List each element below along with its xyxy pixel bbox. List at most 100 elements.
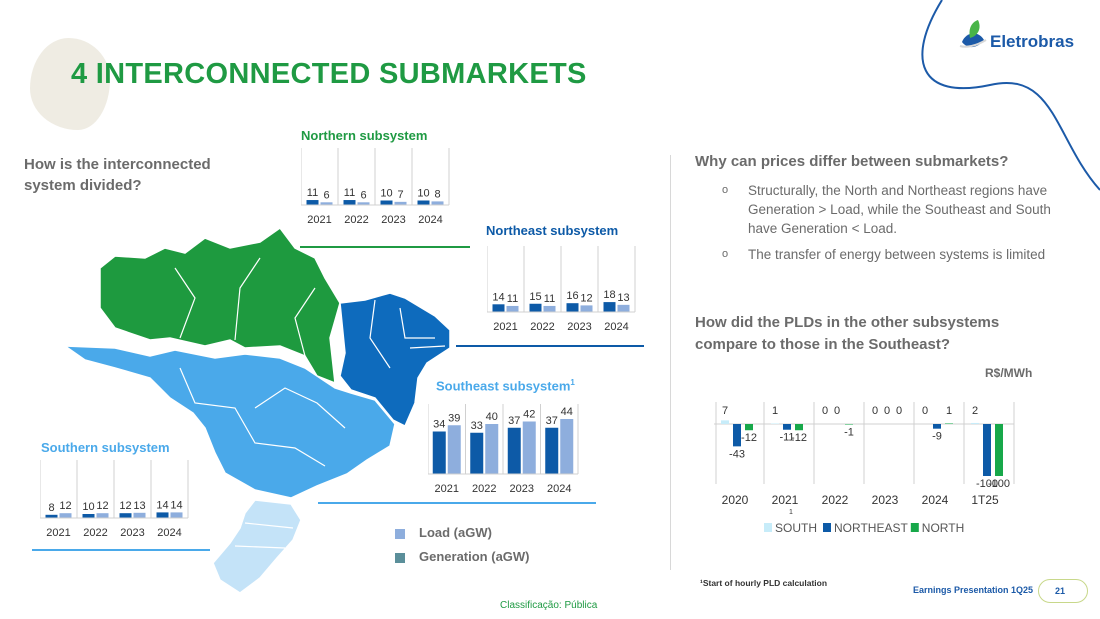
year-tick-label: 2022: [530, 321, 554, 333]
pld-value-label: -12: [791, 432, 807, 444]
legend-generation: Generation (aGW): [395, 549, 530, 564]
generation-bar: [306, 200, 319, 205]
year-tick-label: 2021: [772, 493, 799, 507]
pld-value-label: 0: [872, 405, 878, 417]
load-bar: [485, 424, 499, 474]
pld-value-label: 1: [946, 405, 952, 417]
load-bar: [59, 513, 72, 518]
footer-title: Earnings Presentation 1Q25: [913, 585, 1034, 595]
south-connector-line: [32, 549, 210, 551]
year-tick-label: 2022: [83, 527, 107, 539]
southeast-subsystem-title-text: Southeast subsystem: [436, 378, 571, 394]
map-region-southeast: [62, 345, 396, 499]
year-tick-label: 2023: [567, 321, 591, 333]
year-tick-label: 2020: [722, 493, 749, 507]
page-title: 4 INTERCONNECTED SUBMARKETS: [71, 58, 587, 90]
load-value-label: 44: [561, 406, 573, 418]
year-tick-label: 2022: [344, 214, 368, 226]
northern-subsystem-title: Northern subsystem: [301, 128, 428, 143]
pld-value-label: -100: [976, 478, 998, 490]
brazil-map: [62, 228, 451, 594]
load-bar: [560, 419, 574, 474]
generation-value-label: 14: [156, 499, 168, 511]
map-region-northeast: [339, 292, 451, 428]
legend-generation-swatch: [395, 552, 405, 563]
year-tick-label: 2023: [381, 214, 405, 226]
generation-bar: [45, 514, 58, 518]
generation-bar: [470, 432, 484, 474]
generation-bar: [343, 200, 356, 205]
load-value-label: 12: [580, 292, 592, 304]
legend-load-swatch: [395, 528, 405, 539]
load-value-label: 40: [486, 411, 498, 423]
load-value-label: 13: [133, 500, 145, 512]
footnote: ¹Start of hourly PLD calculation: [700, 578, 828, 588]
load-value-label: 12: [96, 500, 108, 512]
bullet-list: o Structurally, the North and Northeast r…: [720, 181, 1060, 271]
southeast-subsystem-title: Southeast subsystem1: [436, 378, 575, 393]
load-bar: [431, 201, 444, 205]
bullet-mark: o: [722, 184, 729, 196]
bullet-text: The transfer of energy between systems i…: [748, 247, 1046, 262]
page-number: 21: [1055, 586, 1066, 596]
year-tick-label: 2022: [822, 493, 849, 507]
generation-bar: [545, 427, 559, 474]
load-bar: [617, 304, 630, 312]
legend-load: Load (aGW): [395, 525, 492, 540]
load-bar: [320, 202, 333, 205]
load-value-label: 6: [323, 189, 329, 201]
generation-value-label: 8: [48, 502, 54, 514]
load-bar: [447, 425, 461, 474]
pld-value-label: 2: [972, 405, 978, 417]
year-tick-label: 2023: [872, 493, 899, 507]
year-tick-label: 2021: [435, 483, 459, 495]
pld-bar-south: [771, 423, 779, 424]
vertical-divider: [670, 155, 671, 570]
year-tick-label: 2024: [547, 483, 571, 495]
generation-value-label: 12: [119, 500, 131, 512]
legend-swatch-northeast: [823, 523, 831, 532]
generation-value-label: 10: [82, 501, 94, 513]
load-value-label: 12: [59, 500, 71, 512]
year-tick-label: 2024: [604, 321, 628, 333]
page-badge: [1038, 579, 1088, 603]
load-value-label: 11: [544, 293, 555, 305]
generation-value-label: 37: [508, 415, 520, 427]
pld-bar-south: [971, 422, 979, 424]
load-bar: [357, 202, 370, 205]
load-bar: [522, 421, 536, 474]
load-bar: [133, 512, 146, 518]
load-bar: [506, 305, 519, 312]
legend-generation-label: Generation (aGW): [419, 549, 530, 564]
decorative-blob: [30, 38, 110, 130]
list-item: o Structurally, the North and Northeast r…: [720, 181, 1060, 238]
pld-bar-northeast: [733, 424, 741, 447]
pld-bar-north: [745, 424, 753, 431]
year-tick-label: 2024: [418, 214, 442, 226]
load-bar: [170, 512, 183, 518]
load-bar: [543, 305, 556, 312]
bullet-text: Structurally, the North and Northeast re…: [748, 183, 1051, 236]
load-value-label: 14: [170, 499, 182, 511]
list-item: o The transfer of energy between systems …: [720, 245, 1060, 264]
map-region-north: [99, 228, 341, 385]
year-tick-label: 2023: [120, 527, 144, 539]
bullet-mark: o: [722, 248, 729, 260]
load-value-label: 11: [507, 293, 518, 305]
pld-value-label: 0: [834, 405, 840, 417]
generation-value-label: 33: [471, 420, 483, 432]
pld-bar-north: [945, 423, 953, 424]
pld-value-label: -12: [741, 432, 757, 444]
generation-bar: [529, 303, 542, 312]
generation-value-label: 34: [433, 419, 445, 431]
load-value-label: 7: [397, 189, 403, 201]
pld-bar-north: [795, 424, 803, 431]
pld-value-label: 0: [922, 405, 928, 417]
pld-bar-north: [995, 424, 1003, 476]
load-value-label: 42: [523, 409, 535, 421]
load-value-label: 13: [617, 292, 629, 304]
legend-label-north: NORTH: [922, 521, 964, 535]
